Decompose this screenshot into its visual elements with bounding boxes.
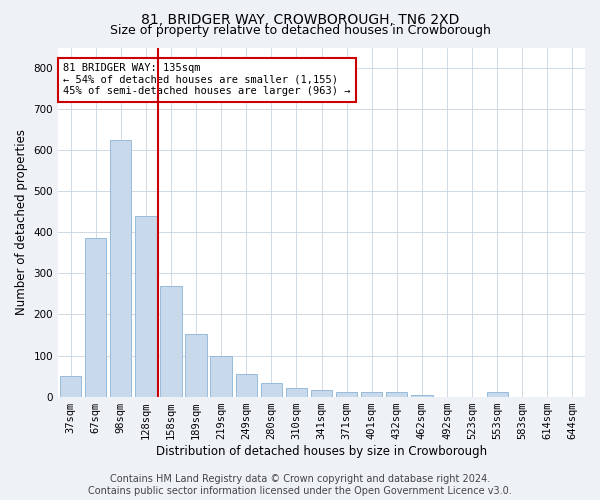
Bar — [185, 334, 207, 396]
Text: Size of property relative to detached houses in Crowborough: Size of property relative to detached ho… — [110, 24, 490, 37]
Text: Contains HM Land Registry data © Crown copyright and database right 2024.
Contai: Contains HM Land Registry data © Crown c… — [88, 474, 512, 496]
Bar — [487, 392, 508, 396]
Bar — [85, 238, 106, 396]
Text: 81, BRIDGER WAY, CROWBOROUGH, TN6 2XD: 81, BRIDGER WAY, CROWBOROUGH, TN6 2XD — [141, 12, 459, 26]
Bar — [236, 374, 257, 396]
Bar — [411, 394, 433, 396]
Bar — [260, 384, 282, 396]
Bar — [311, 390, 332, 396]
Bar — [386, 392, 407, 396]
Bar — [286, 388, 307, 396]
Bar — [60, 376, 81, 396]
Y-axis label: Number of detached properties: Number of detached properties — [15, 129, 28, 315]
Bar — [160, 286, 182, 397]
X-axis label: Distribution of detached houses by size in Crowborough: Distribution of detached houses by size … — [156, 444, 487, 458]
Text: 81 BRIDGER WAY: 135sqm
← 54% of detached houses are smaller (1,155)
45% of semi-: 81 BRIDGER WAY: 135sqm ← 54% of detached… — [64, 63, 351, 96]
Bar — [361, 392, 382, 396]
Bar — [135, 216, 157, 396]
Bar — [336, 392, 357, 396]
Bar — [211, 356, 232, 397]
Bar — [110, 140, 131, 396]
